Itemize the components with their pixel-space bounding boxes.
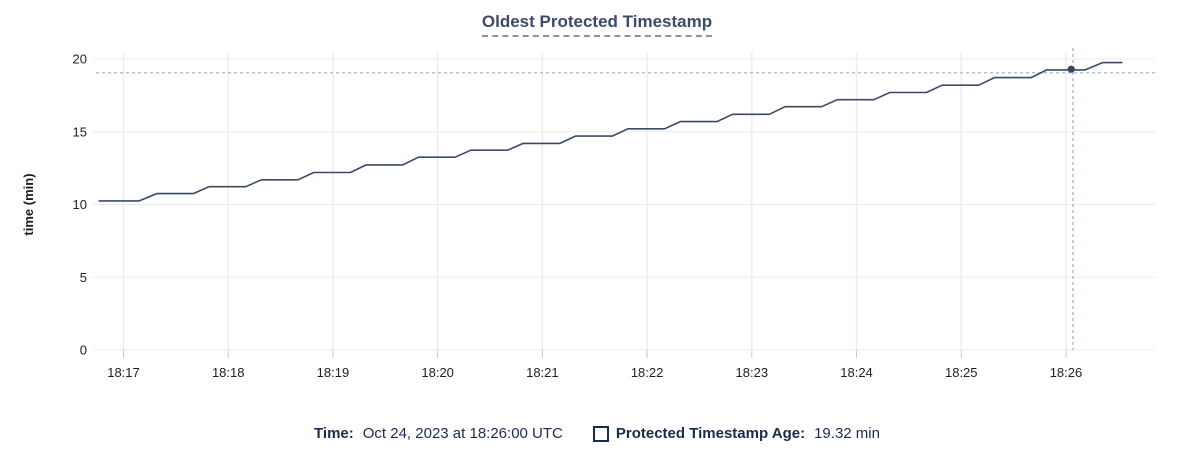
legend-series-value: 19.32 min: [814, 425, 880, 442]
x-tick-label: 18:24: [840, 365, 873, 380]
series-checkbox[interactable]: [592, 425, 609, 442]
legend-time-label: Time:: [314, 425, 354, 442]
x-tick-label: 18:19: [317, 365, 350, 380]
y-tick-label: 5: [80, 270, 87, 285]
y-tick-label: 20: [73, 52, 87, 67]
x-tick-label: 18:20: [421, 365, 454, 380]
legend-time-value: Oct 24, 2023 at 18:26:00 UTC: [362, 425, 563, 442]
x-tick-label: 18:22: [631, 365, 664, 380]
x-tick-label: 18:18: [212, 365, 245, 380]
legend-series-group[interactable]: Protected Timestamp Age: 19.32 min: [592, 425, 880, 442]
chart-title[interactable]: Oldest Protected Timestamp: [481, 12, 713, 37]
legend-time-group: Time: Oct 24, 2023 at 18:26:00 UTC: [314, 425, 563, 442]
series-line: [98, 61, 1123, 202]
y-tick-label: 10: [73, 197, 87, 212]
x-tick-label: 18:21: [526, 365, 559, 380]
x-tick-label: 18:25: [945, 365, 978, 380]
y-axis-label: time (min): [21, 173, 36, 235]
chart-title-row: Oldest Protected Timestamp: [0, 12, 1194, 37]
hover-point-dot: [1067, 65, 1075, 73]
y-tick-label: 15: [73, 124, 87, 139]
chart-legend: Time: Oct 24, 2023 at 18:26:00 UTC Prote…: [0, 425, 1194, 442]
legend-series-label: Protected Timestamp Age:: [615, 425, 806, 442]
x-tick-label: 18:23: [736, 365, 769, 380]
chart-canvas[interactable]: 0 5 10 15 20 18:17 18:18 18:19 18:20 18:21 18:22 18…: [0, 0, 1194, 400]
y-tick-label: 0: [80, 343, 87, 358]
x-tick-label: 18:17: [107, 365, 140, 380]
x-tick-label: 18:26: [1050, 365, 1083, 380]
